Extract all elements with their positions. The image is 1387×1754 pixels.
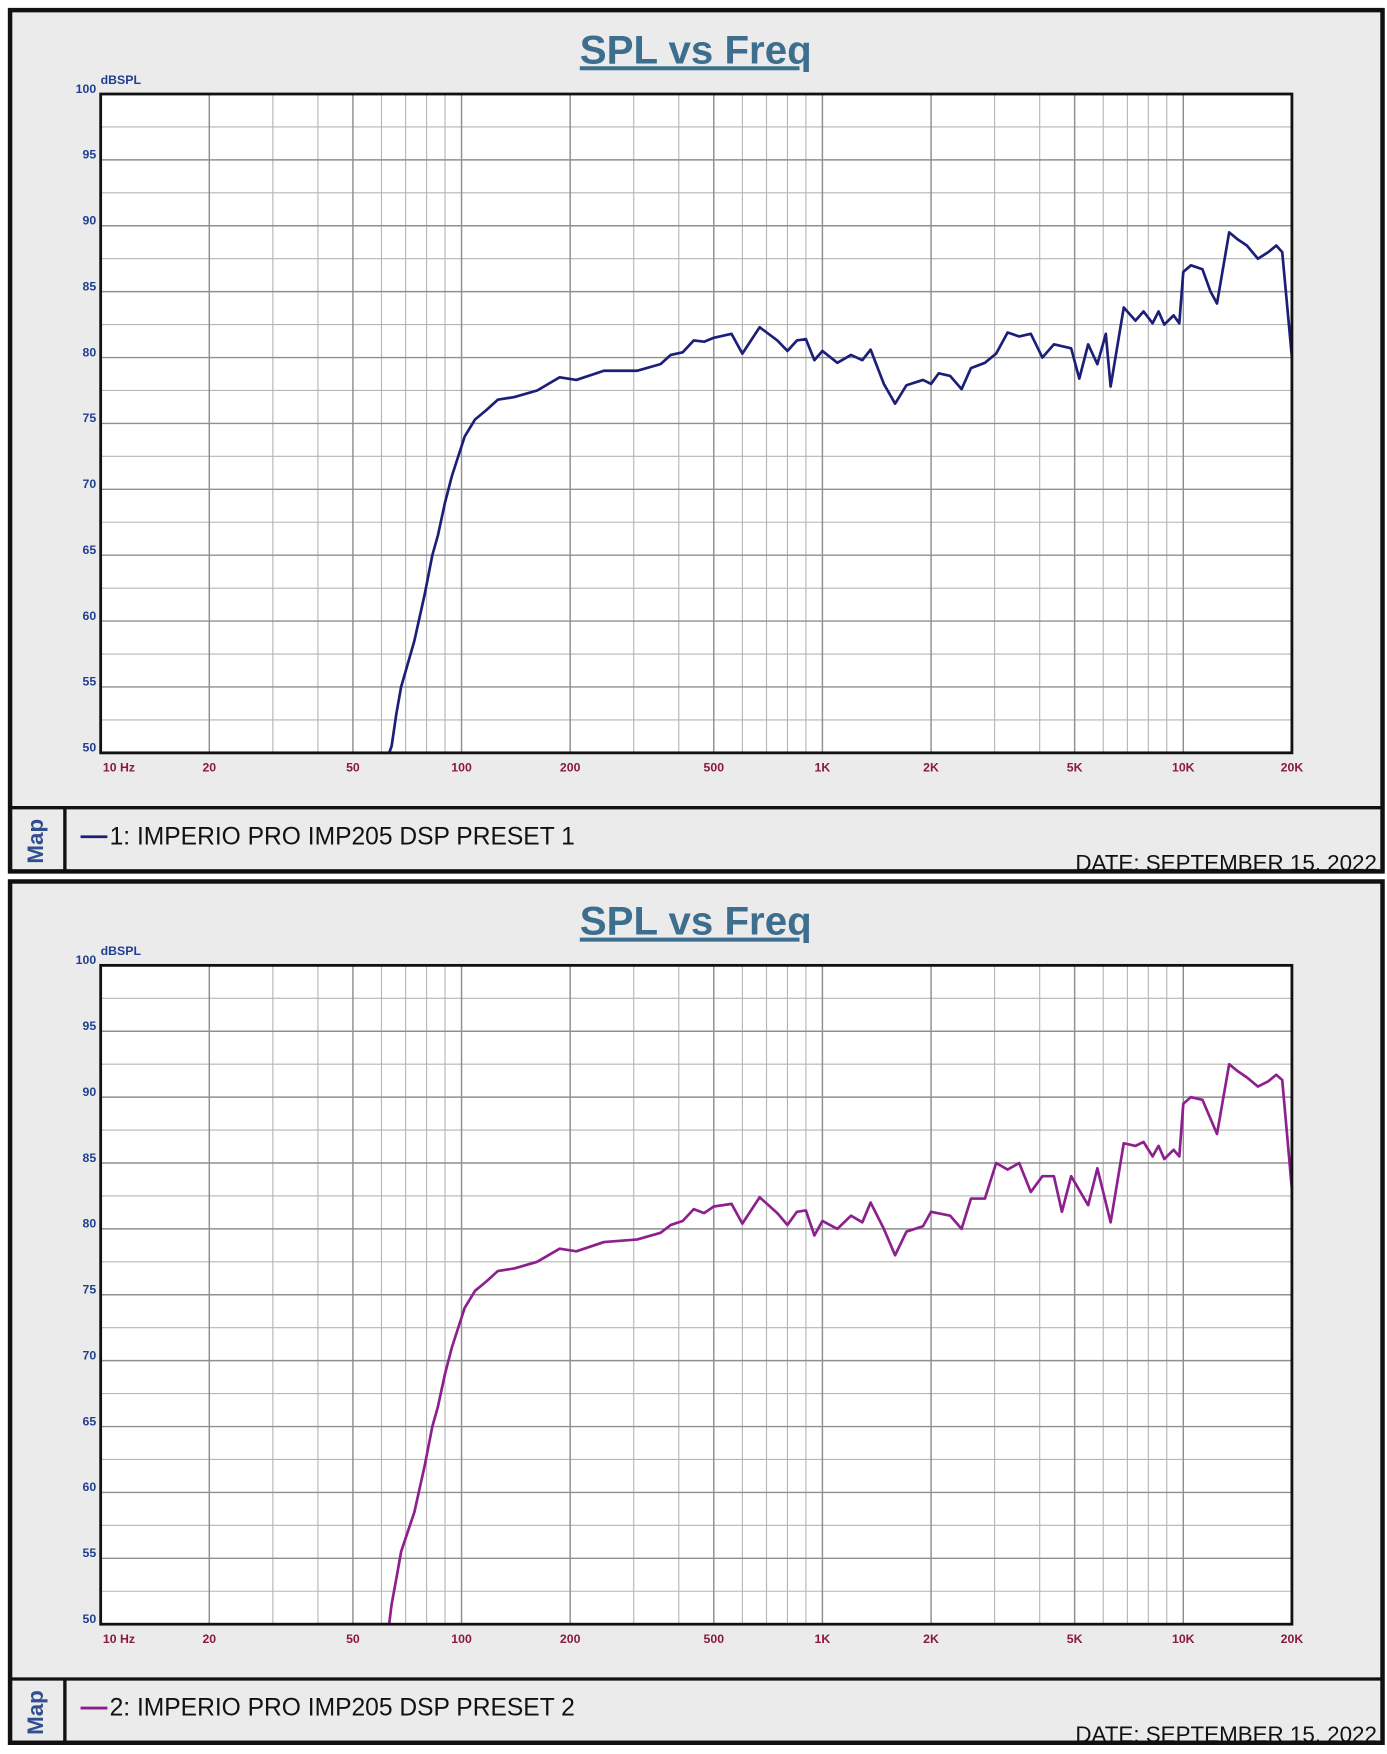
x-tick-label: 1K (815, 1632, 831, 1646)
date-label: DATE: SEPTEMBER 15, 2022 (1075, 1722, 1377, 1747)
y-tick-label: 70 (83, 477, 97, 491)
x-tick-label: 2K (923, 761, 939, 775)
x-tick-label: 20K (1281, 1632, 1304, 1646)
chart-title: SPL vs Freq (580, 899, 812, 944)
y-axis-label: dBSPL (101, 944, 142, 958)
y-tick-label: 70 (83, 1348, 97, 1362)
x-tick-label: 50 (346, 761, 360, 775)
y-tick-label: 55 (83, 1546, 97, 1560)
x-tick-label: 200 (560, 761, 581, 775)
legend-entry: 2: IMPERIO PRO IMP205 DSP PRESET 2 (110, 1695, 575, 1722)
y-tick-label: 80 (83, 345, 97, 359)
x-tick-label: 50 (346, 1632, 360, 1646)
y-tick-label: 85 (83, 1151, 97, 1165)
x-tick-label: 10 Hz (103, 1632, 135, 1646)
y-tick-label: 60 (83, 1480, 97, 1494)
x-tick-label: 200 (560, 1632, 581, 1646)
y-tick-label: 95 (83, 148, 97, 162)
chart-title: SPL vs Freq (580, 27, 812, 72)
plot-border (99, 92, 1294, 755)
y-tick-label: 75 (83, 1283, 97, 1297)
x-tick-label: 100 (451, 761, 472, 775)
plot-border (99, 963, 1294, 1626)
x-tick-label: 10K (1172, 1632, 1195, 1646)
y-tick-label: 50 (83, 1612, 97, 1626)
x-tick-label: 10 Hz (103, 761, 135, 775)
y-tick-label: 100 (76, 82, 97, 96)
y-tick-label: 65 (83, 1414, 97, 1428)
x-tick-label: 20 (202, 761, 216, 775)
y-tick-label: 100 (76, 953, 97, 967)
x-tick-label: 5K (1067, 761, 1083, 775)
y-tick-label: 80 (83, 1217, 97, 1231)
x-tick-label: 5K (1067, 1632, 1083, 1646)
y-tick-label: 75 (83, 411, 97, 425)
y-tick-label: 65 (83, 543, 97, 557)
spl-curve (100, 231, 1294, 755)
y-tick-label: 90 (83, 214, 97, 228)
y-tick-label: 85 (83, 279, 97, 293)
spl-curve (317, 1062, 1294, 1626)
y-tick-label: 60 (83, 609, 97, 623)
legend-map-label: Map (23, 819, 48, 864)
date-label: DATE: SEPTEMBER 15, 2022 (1075, 851, 1377, 876)
x-tick-label: 500 (704, 1632, 725, 1646)
x-tick-label: 1K (815, 761, 831, 775)
y-tick-label: 50 (83, 741, 97, 755)
legend-map-label: Map (23, 1690, 48, 1735)
y-tick-label: 90 (83, 1085, 97, 1099)
x-tick-label: 10K (1172, 761, 1195, 775)
y-tick-label: 55 (83, 675, 97, 689)
x-tick-label: 20K (1281, 761, 1304, 775)
y-tick-label: 95 (83, 1019, 97, 1033)
x-tick-label: 2K (923, 1632, 939, 1646)
x-tick-label: 500 (704, 761, 725, 775)
legend-entry: 1: IMPERIO PRO IMP205 DSP PRESET 1 (110, 823, 575, 850)
y-axis-label: dBSPL (101, 73, 142, 87)
x-tick-label: 20 (202, 1632, 216, 1646)
x-tick-label: 100 (451, 1632, 472, 1646)
